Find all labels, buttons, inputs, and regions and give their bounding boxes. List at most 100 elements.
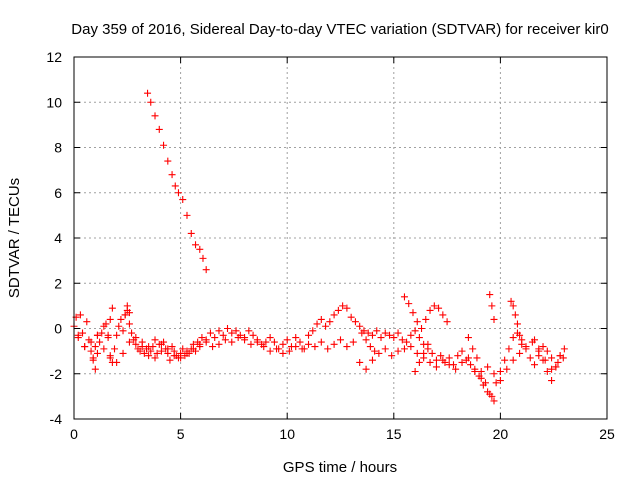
data-point	[526, 354, 534, 362]
data-point	[132, 334, 140, 342]
y-tick-label: 4	[54, 230, 62, 246]
data-point	[215, 327, 223, 335]
data-point	[386, 331, 394, 339]
data-point	[87, 338, 95, 346]
data-point	[552, 363, 560, 371]
data-point	[119, 349, 127, 357]
data-point	[196, 245, 204, 253]
data-point	[215, 340, 223, 348]
data-point	[138, 338, 146, 346]
data-point	[249, 331, 257, 339]
data-point	[403, 338, 411, 346]
data-point	[199, 254, 207, 262]
data-point	[98, 329, 106, 337]
data-point	[454, 352, 462, 360]
grid	[74, 57, 607, 419]
data-point	[501, 356, 509, 364]
data-point	[477, 367, 485, 375]
data-point	[435, 304, 443, 312]
data-point	[469, 345, 477, 353]
data-point	[339, 302, 347, 310]
data-point	[368, 331, 376, 339]
data-point	[407, 331, 415, 339]
data-point	[343, 343, 351, 351]
data-point	[170, 352, 178, 360]
data-point	[177, 354, 185, 362]
data-point	[147, 347, 155, 355]
data-point	[507, 297, 515, 305]
y-tick-label: 6	[54, 185, 62, 201]
data-point	[192, 241, 200, 249]
data-point	[356, 358, 364, 366]
data-point	[362, 365, 370, 373]
data-point	[125, 309, 133, 317]
data-point	[330, 311, 338, 319]
data-point	[106, 315, 114, 323]
data-point	[298, 345, 306, 353]
data-point	[481, 379, 489, 387]
data-point	[111, 345, 119, 353]
data-point	[426, 358, 434, 366]
data-point	[371, 347, 379, 355]
axis-ticks: 0 5 10 15 20 25 -4 -2 0 2 4 6 8 10 12	[46, 49, 615, 442]
data-point	[202, 266, 210, 274]
data-point	[228, 329, 236, 337]
data-point	[266, 334, 274, 342]
data-point	[548, 365, 556, 373]
data-point	[413, 318, 421, 326]
data-point	[513, 320, 521, 328]
data-point	[428, 349, 436, 357]
y-tick-label: 0	[54, 321, 62, 337]
data-point	[317, 315, 325, 323]
data-point	[375, 349, 383, 357]
data-point	[330, 340, 338, 348]
data-point	[196, 340, 204, 348]
data-point	[183, 349, 191, 357]
data-point	[232, 327, 240, 335]
data-point	[343, 304, 351, 312]
data-point	[473, 354, 481, 362]
x-tick-label: 0	[70, 426, 78, 442]
data-point	[560, 345, 568, 353]
data-point	[309, 327, 317, 335]
data-point	[409, 309, 417, 317]
data-point	[484, 363, 492, 371]
data-point	[121, 311, 129, 319]
data-point	[509, 302, 517, 310]
data-point	[279, 340, 287, 348]
data-point	[266, 347, 274, 355]
data-point	[511, 311, 519, 319]
data-point	[115, 322, 123, 330]
data-point	[452, 365, 460, 373]
data-point	[543, 347, 551, 355]
data-point	[424, 340, 432, 348]
data-point	[160, 141, 168, 149]
data-point	[211, 334, 219, 342]
data-point	[311, 343, 319, 351]
data-point	[390, 334, 398, 342]
y-tick-label: 2	[54, 275, 62, 291]
data-point	[144, 89, 152, 97]
data-point	[488, 302, 496, 310]
data-point	[113, 358, 121, 366]
data-point	[262, 338, 270, 346]
data-point	[221, 336, 229, 344]
data-point	[505, 345, 513, 353]
data-point	[394, 329, 402, 337]
x-tick-label: 15	[386, 426, 402, 442]
data-point	[125, 320, 133, 328]
data-point	[458, 358, 466, 366]
data-point	[347, 313, 355, 321]
data-point	[539, 356, 547, 364]
data-point	[117, 315, 125, 323]
data-point	[411, 367, 419, 375]
data-point	[166, 356, 174, 364]
data-point	[100, 345, 108, 353]
data-point	[368, 356, 376, 364]
data-point	[548, 354, 556, 362]
data-point	[151, 112, 159, 120]
data-point	[183, 211, 191, 219]
y-tick-label: 10	[46, 94, 62, 110]
